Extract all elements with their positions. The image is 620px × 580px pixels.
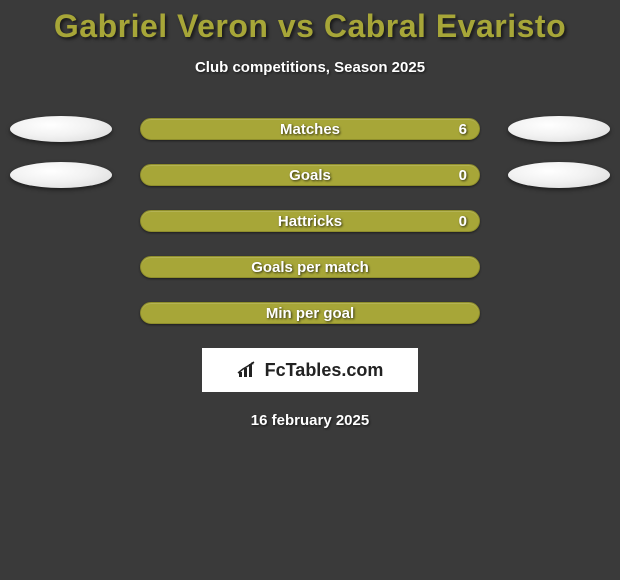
stat-row: Goals per match bbox=[0, 256, 620, 278]
stat-row: Goals0 bbox=[0, 164, 620, 186]
stat-row: Hattricks0 bbox=[0, 210, 620, 232]
stat-value: 6 bbox=[459, 121, 467, 138]
stat-label: Hattricks bbox=[141, 213, 479, 230]
stat-label: Goals per match bbox=[141, 259, 479, 276]
player-1-name: Gabriel Veron bbox=[54, 8, 269, 44]
stat-bar: Goals per match bbox=[140, 256, 480, 278]
stat-row: Matches6 bbox=[0, 118, 620, 140]
comparison-title: Gabriel Veron vs Cabral Evaristo bbox=[0, 0, 620, 45]
player-2-name: Cabral Evaristo bbox=[324, 8, 566, 44]
stat-bar: Goals0 bbox=[140, 164, 480, 186]
stat-bar: Matches6 bbox=[140, 118, 480, 140]
vs-separator: vs bbox=[268, 8, 323, 44]
stat-rows-container: Matches6Goals0Hattricks0Goals per matchM… bbox=[0, 118, 620, 324]
subtitle: Club competitions, Season 2025 bbox=[0, 59, 620, 76]
bar-chart-icon bbox=[237, 361, 259, 379]
player-2-badge bbox=[508, 116, 610, 142]
player-1-badge bbox=[10, 162, 112, 188]
player-2-badge bbox=[508, 162, 610, 188]
stat-label: Min per goal bbox=[141, 305, 479, 322]
player-1-badge bbox=[10, 116, 112, 142]
fctables-logo: FcTables.com bbox=[202, 348, 418, 392]
snapshot-date: 16 february 2025 bbox=[0, 412, 620, 429]
stat-label: Matches bbox=[141, 121, 479, 138]
logo-text: FcTables.com bbox=[265, 360, 384, 381]
stat-bar: Hattricks0 bbox=[140, 210, 480, 232]
stat-bar: Min per goal bbox=[140, 302, 480, 324]
stat-label: Goals bbox=[141, 167, 479, 184]
stat-value: 0 bbox=[459, 213, 467, 230]
stat-row: Min per goal bbox=[0, 302, 620, 324]
stat-value: 0 bbox=[459, 167, 467, 184]
